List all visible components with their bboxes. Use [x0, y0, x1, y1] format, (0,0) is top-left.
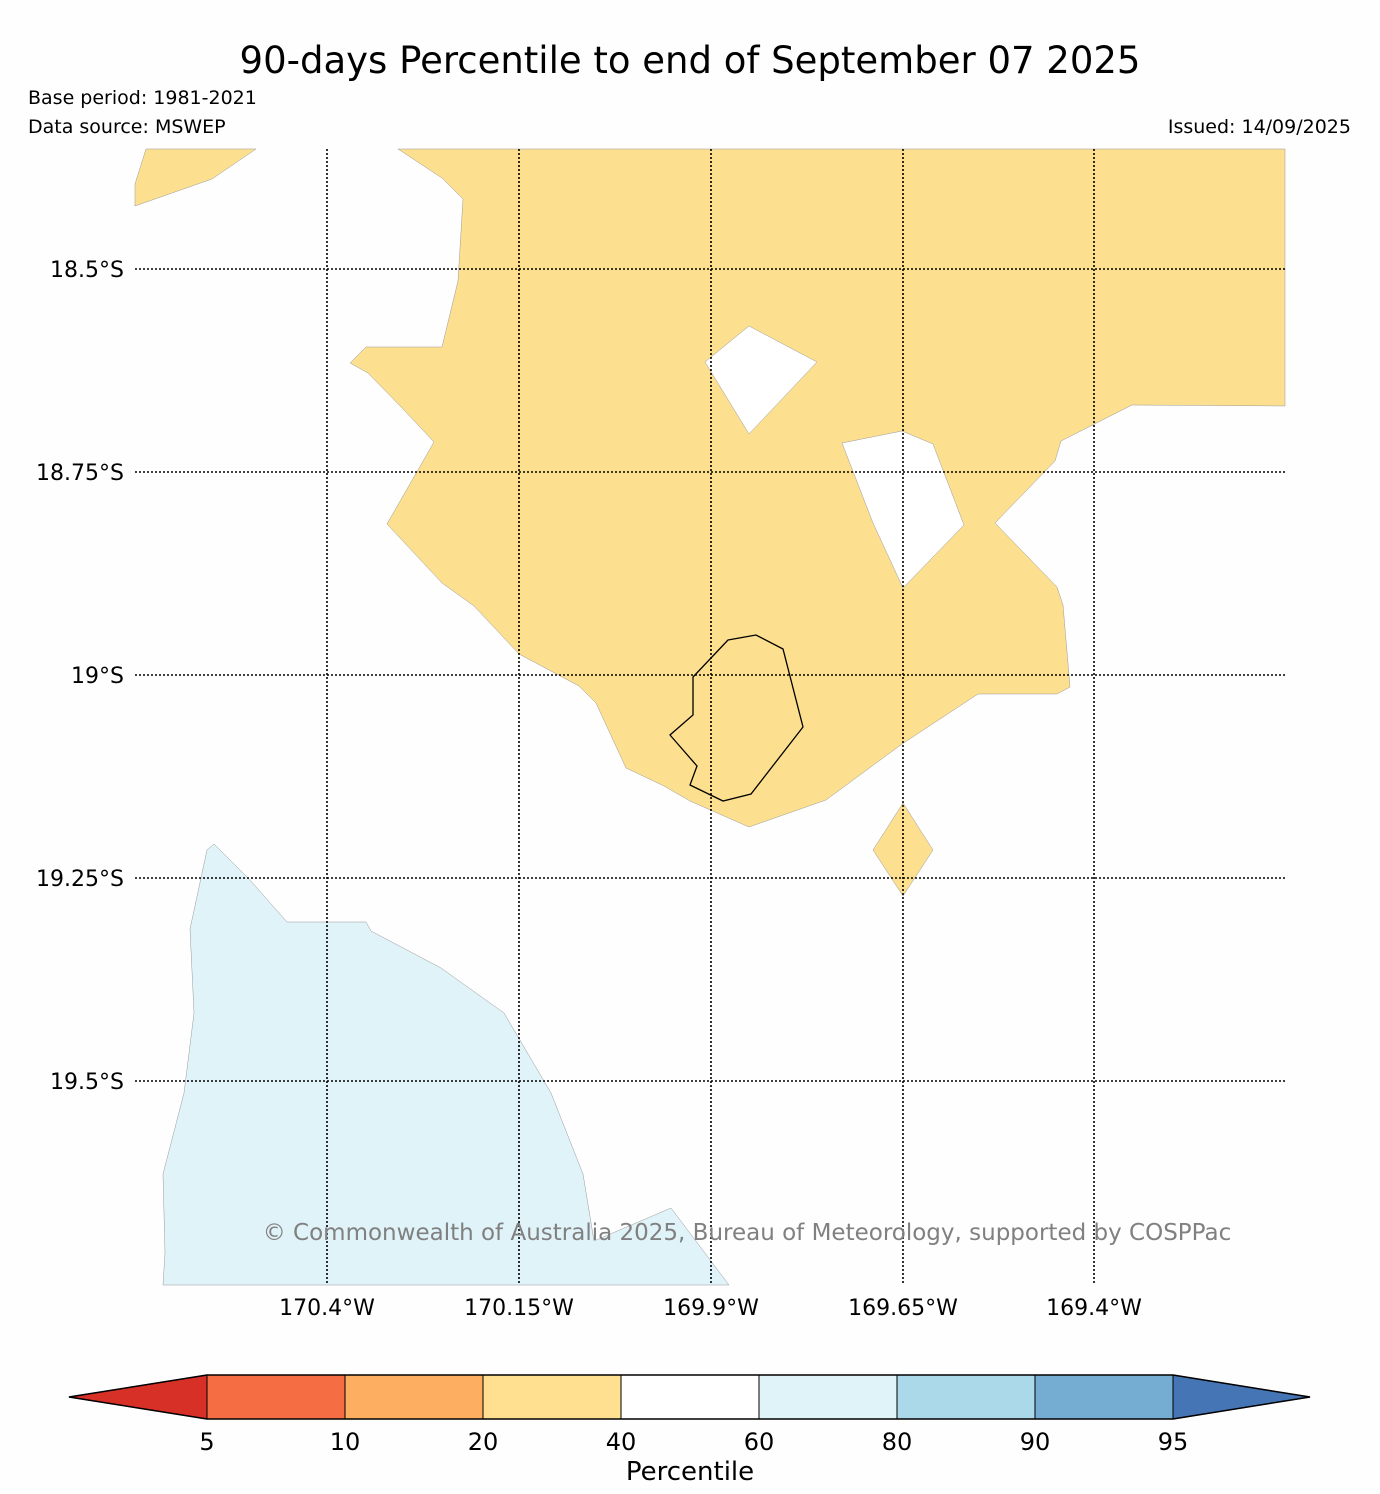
colorbar-tick: 90 [1020, 1428, 1051, 1456]
colorbar-tick-labels: 5 10 20 40 60 80 90 95 [199, 1428, 1188, 1456]
colorbar-segment-5-10 [206, 1374, 346, 1420]
colorbar-tick: 20 [468, 1428, 499, 1456]
colorbar-segment-80-90 [896, 1374, 1036, 1420]
region-main-patch [349, 148, 1286, 828]
colorbar-segment-10-20 [344, 1374, 484, 1420]
map-title: 90-days Percentile to end of September 0… [239, 39, 1141, 82]
colorbar-tick: 60 [744, 1428, 775, 1456]
colorbar-segment-60-80 [758, 1374, 898, 1420]
colorbar-tick: 40 [606, 1428, 637, 1456]
colorbar-extend-high [1172, 1374, 1311, 1420]
lon-label: 169.65°W [848, 1296, 958, 1321]
colorbar [68, 1374, 1311, 1420]
lat-label: 19.25°S [36, 867, 124, 892]
colorbar-segment-90-95 [1034, 1374, 1174, 1420]
colorbar-tick: 95 [1158, 1428, 1189, 1456]
colorbar-tick: 5 [199, 1428, 214, 1456]
lat-label: 18.5°S [50, 258, 124, 283]
longitude-labels: 170.4°W 170.15°W 169.9°W 169.65°W 169.4°… [279, 1296, 1142, 1321]
colorbar-title: Percentile [626, 1457, 754, 1487]
colorbar-segment-40-60 [620, 1374, 760, 1420]
lon-label: 169.4°W [1046, 1296, 1142, 1321]
lat-label: 18.75°S [36, 461, 124, 486]
lat-label: 19.5°S [50, 1070, 124, 1095]
colorbar-tick: 10 [330, 1428, 361, 1456]
colorbar-extend-low [68, 1374, 208, 1420]
lon-label: 170.4°W [279, 1296, 375, 1321]
copyright-text: © Commonwealth of Australia 2025, Bureau… [263, 1220, 1232, 1246]
lon-label: 170.15°W [464, 1296, 574, 1321]
colorbar-tick: 80 [882, 1428, 913, 1456]
colorbar-outline [68, 1374, 1311, 1420]
region-20-40-percentile [134, 148, 1286, 897]
gridlines [135, 149, 1285, 1285]
island-outline [669, 634, 804, 802]
issued-date-text: Issued: 14/09/2025 [1167, 116, 1351, 138]
region-hole-north [704, 325, 818, 435]
lat-label: 19°S [71, 664, 124, 689]
latitude-labels: 18.5°S 18.75°S 19°S 19.25°S 19.5°S [36, 258, 124, 1095]
colorbar-segment-20-40 [482, 1374, 622, 1420]
data-source-text: Data source: MSWEP [28, 116, 226, 138]
base-period-text: Base period: 1981-2021 [28, 87, 257, 109]
region-northwest-patch [134, 148, 257, 207]
lon-label: 169.9°W [663, 1296, 759, 1321]
